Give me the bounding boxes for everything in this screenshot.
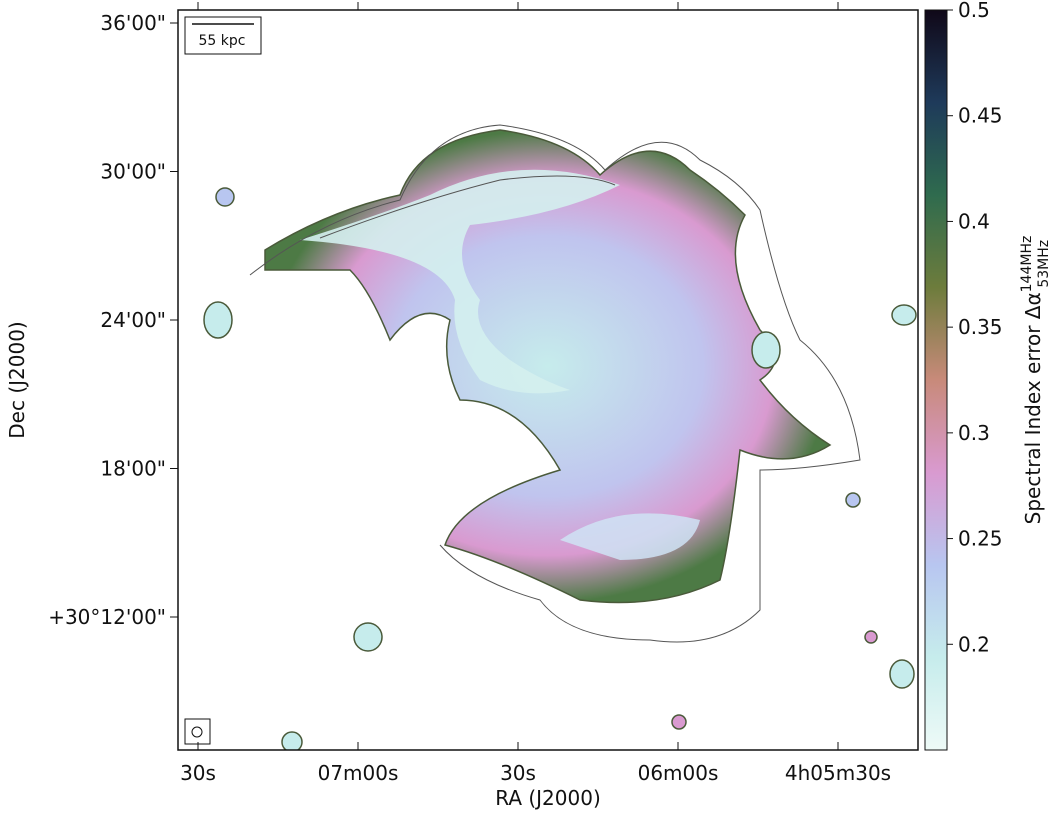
beam: [191, 726, 203, 738]
beam-box: [184, 718, 211, 745]
colorbar-tick-label: 0.25: [958, 527, 1003, 551]
y-tick-label: 30'00": [100, 160, 166, 184]
colorbar-label: Spectral Index error Δα144MHz53MHz: [1019, 236, 1050, 525]
x-tick-label: 30s: [500, 761, 536, 785]
scalebar-label: 55 kpc: [199, 33, 246, 49]
x-tick-label: 4h05m30s: [785, 761, 891, 785]
x-tick-label: 07m00s: [318, 761, 399, 785]
y-tick-label: 18'00": [100, 457, 166, 481]
colorbar-tick-label: 0.4: [958, 209, 990, 233]
x-tick-label: 30s: [180, 761, 216, 785]
x-axis-label: RA (J2000): [495, 786, 601, 810]
scalebar-box: [184, 16, 262, 55]
colorbar-tick-label: 0.35: [958, 315, 1003, 339]
y-tick-label: 24'00": [100, 308, 166, 332]
x-tick-label: 06m00s: [638, 761, 719, 785]
colorbar-label-sub: 53MHz: [1036, 240, 1050, 288]
y-axis-label: Dec (J2000): [5, 321, 29, 438]
colorbar-label-main: Spectral Index error Δα: [1021, 292, 1045, 524]
y-tick-label: +30°12'00": [48, 605, 166, 629]
y-tick-label: 36'00": [100, 11, 166, 35]
colorbar-tick-label: 0.5: [958, 0, 990, 22]
plot-frame: [177, 9, 919, 751]
colorbar: [924, 9, 948, 751]
radio-image: [203, 124, 917, 750]
colorbar-tick-label: 0.3: [958, 421, 990, 445]
colorbar-label-sup: 144MHz: [1019, 236, 1035, 293]
colorbar-tick-label: 0.45: [958, 104, 1003, 128]
colorbar-tick-label: 0.2: [958, 632, 990, 656]
